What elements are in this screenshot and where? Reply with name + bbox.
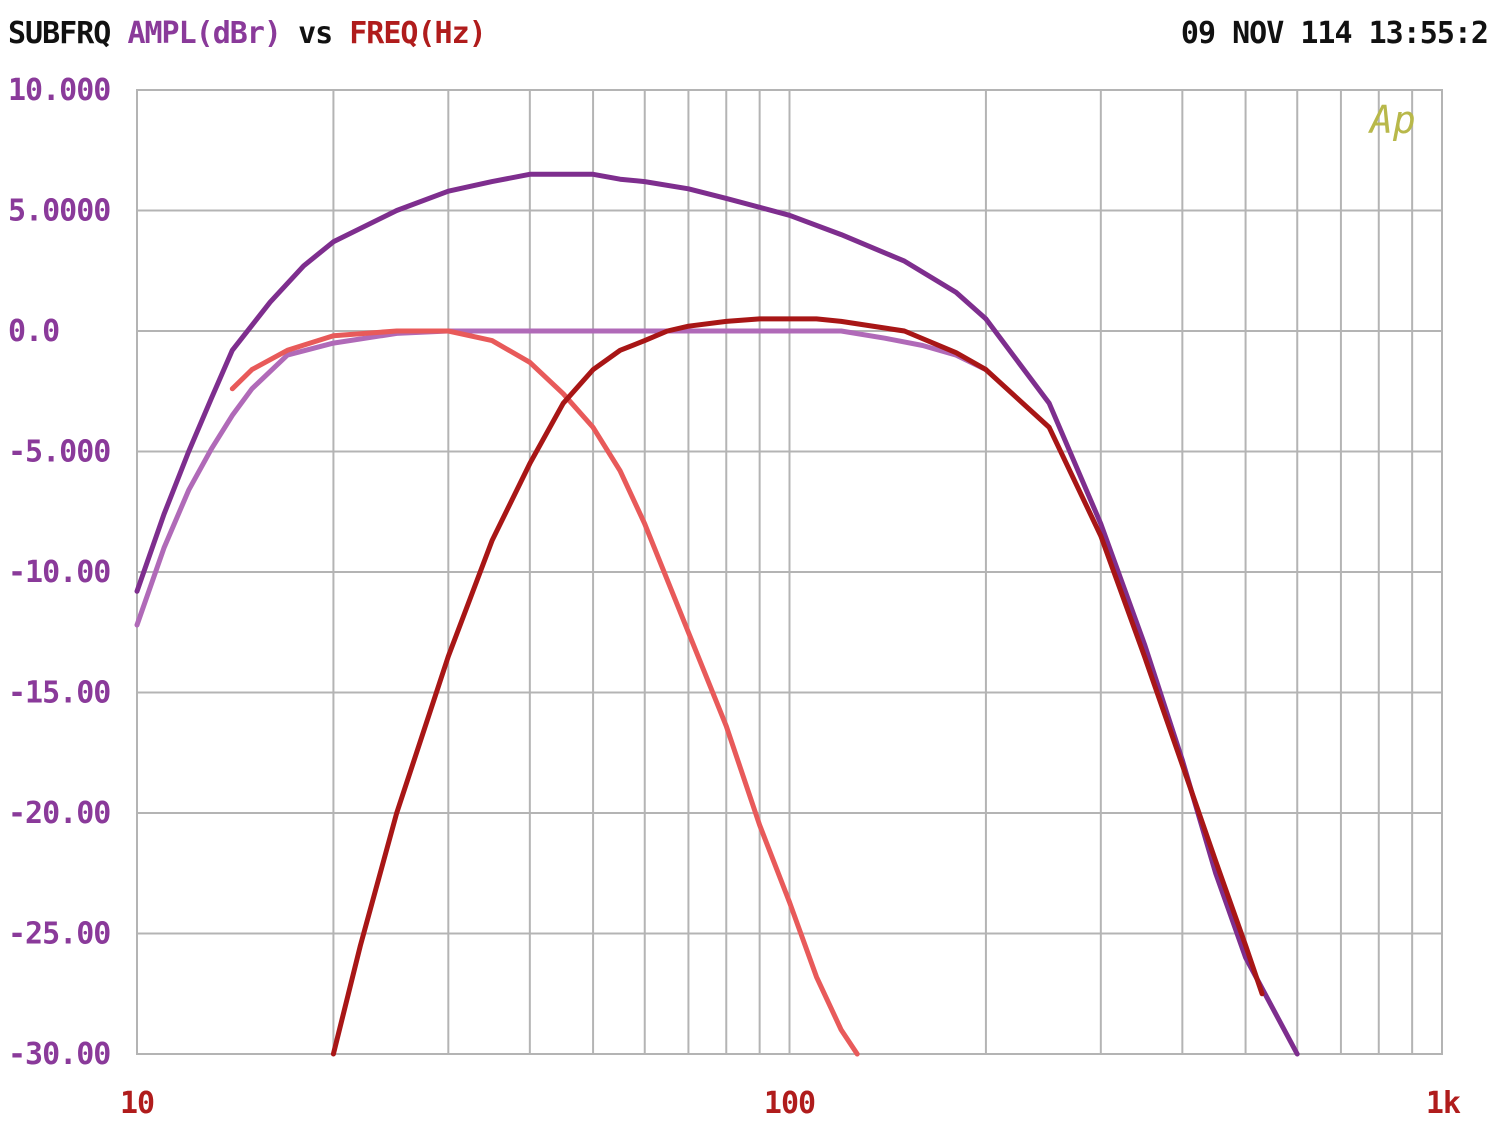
- y-tick-label: 5.0000: [8, 194, 110, 229]
- plot-header-title: SUBFRQ AMPL(dBr) vs FREQ(Hz): [8, 16, 487, 51]
- x-axis-tick-labels: 10 100 1k: [120, 1086, 1462, 1121]
- x-tick-label: 1k: [1426, 1086, 1461, 1121]
- series-line-1: [134, 171, 1300, 1057]
- logo-text: Ap: [1368, 98, 1416, 142]
- y-tick-label: 10.000: [8, 73, 110, 108]
- series-line-3: [229, 328, 860, 1057]
- series-layer: [134, 171, 1300, 1057]
- plot-frame: [136, 89, 1443, 1055]
- y-tick-label: -25.00: [8, 917, 110, 952]
- y-tick-label: 0.0: [8, 314, 59, 349]
- audio-precision-logo: Ap: [1368, 98, 1416, 142]
- y-tick-label: -15.00: [8, 676, 110, 711]
- y-tick-label: -30.00: [8, 1037, 110, 1072]
- header-x-quantity: FREQ(Hz): [349, 16, 486, 51]
- header-vs: vs: [298, 16, 333, 51]
- y-tick-label: -5.000: [8, 435, 110, 470]
- x-tick-label: 100: [764, 1086, 815, 1121]
- series-line-4: [330, 316, 1265, 1057]
- plot-grid: [136, 89, 1443, 1055]
- header-timestamp: 09 NOV 114 13:55:2: [1180, 16, 1489, 51]
- y-axis-tick-labels: 10.000 5.0000 0.0 -5.000 -10.00 -15.00 -20.00 -…: [8, 73, 111, 1072]
- header-prefix: SUBFRQ: [8, 16, 111, 51]
- y-tick-label: -20.00: [8, 796, 110, 831]
- header-y-quantity: AMPL(dBr): [127, 16, 282, 51]
- y-tick-label: -10.00: [8, 555, 110, 590]
- x-tick-label: 10: [120, 1086, 154, 1121]
- series-line-2: [134, 328, 989, 628]
